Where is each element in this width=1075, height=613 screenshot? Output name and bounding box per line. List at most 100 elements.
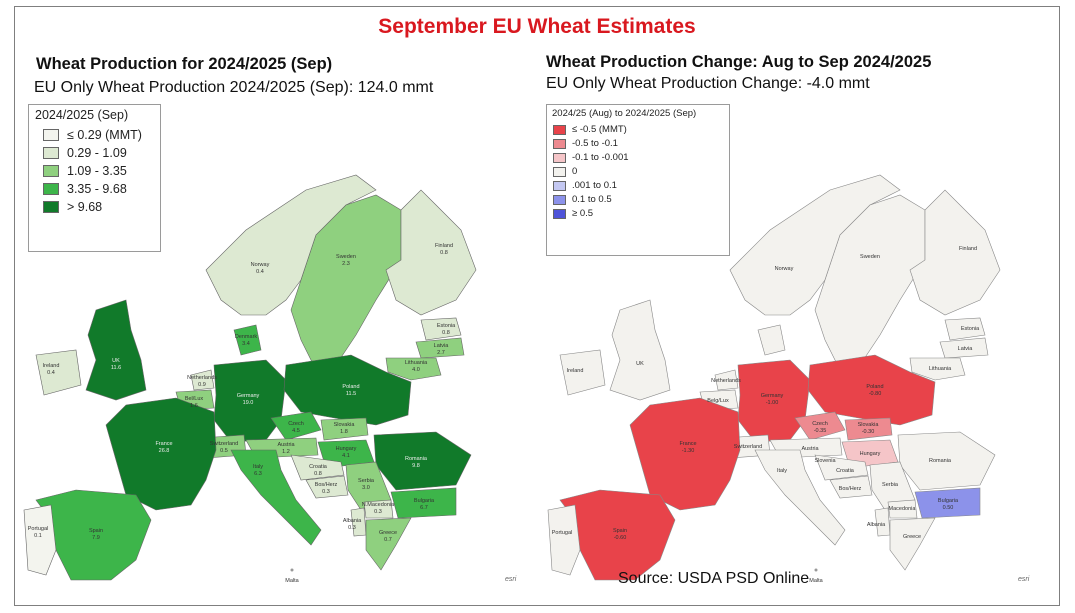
r-region-latvia [939,337,989,359]
r-region-estonia [944,317,986,341]
right-legend-item: ≥ 0.5 [553,208,729,219]
map-label: 0.9 [198,382,206,388]
map-label: Bel/Lux [185,396,204,402]
map-label: -0.60 [614,535,627,541]
map-label: Switzerland [734,444,762,450]
r-region-finland [909,189,1001,316]
right-legend-item: -0.1 to -0.001 [553,152,729,163]
right-legend-swatch [553,166,566,177]
map-label: 0.4 [47,370,55,376]
map-label: Romania [405,456,428,462]
map-label: Greece [379,530,397,536]
r-region-greece [889,517,936,571]
region-sweden [290,194,402,371]
region-bulgaria [390,487,457,519]
right-map: Norway Sweden Finland Estonia Latvia Lit… [547,174,1001,584]
region-greece [365,517,412,571]
r-region-czech [794,411,846,441]
region-lithuania [385,357,442,381]
map-label: 0.8 [442,330,450,336]
r-region-uk [609,299,671,401]
map-label: Malta [285,578,299,584]
right-legend-swatch [553,194,566,205]
map-label: Lithuania [929,366,952,372]
right-legend-swatch [553,208,566,219]
right-legend-item: 0.1 to 0.5 [553,194,729,205]
r-region-malta [814,568,818,572]
map-label: Italy [253,464,263,470]
map-label: Bulgaria [414,498,435,504]
map-label: 1.2 [282,449,290,455]
svg-text:Germany-1.00: Germany -1.00 [761,393,784,406]
main-title: September EU Wheat Estimates [378,15,696,38]
right-panel-subtitle: EU Only Wheat Production Change: -4.0 mm… [546,75,870,92]
r-region-croatia [814,454,869,481]
svg-text:Spain-0.60: Spain -0.60 [613,528,627,541]
map-label: Malta [809,578,823,584]
region-finland [385,189,477,316]
right-legend-label: ≤ -0.5 (MMT) [572,124,627,135]
left-map: Norway 0.4 Sweden 2.3 Finland 0.8 Estonia 0.… [23,174,477,584]
map-label: Sweden [860,254,880,260]
map-label: Germany [761,393,784,399]
right-legend-label: ≥ 0.5 [572,208,594,219]
map-label: Poland [866,384,883,390]
right-legend-swatch [553,152,566,163]
region-nmacedonia [363,499,394,519]
map-label: 0.4 [256,269,264,275]
region-italy [230,449,322,546]
r-region-sweden [814,194,926,371]
right-legend-item: .001 to 0.1 [553,180,729,191]
map-label: Slovakia [334,422,356,428]
map-label: Bos/Herz [315,482,338,488]
right-legend-label: 0.1 to 0.5 [572,194,612,205]
map-label: Estonia [437,323,456,329]
map-label: 11.5 [346,391,356,397]
map-label: Serbia [358,478,375,484]
source-note: Source: USDA PSD Online [618,570,810,587]
region-latvia [415,337,465,359]
map-label: Latvia [958,346,974,352]
map-label: 11.6 [111,365,121,371]
map-label: -0.30 [862,429,875,435]
map-label: Ireland [567,368,584,374]
map-label: 0.3 [322,489,330,495]
left-legend-swatch [43,201,59,213]
map-label: Serbia [882,482,899,488]
map-label: -1.30 [682,448,695,454]
map-label: 3.4 [242,341,250,347]
map-label: 7.9 [92,535,100,541]
map-label: Netherlands [711,378,741,384]
map-label: 6.7 [420,505,428,511]
map-label: 4.5 [292,428,300,434]
right-legend-swatch [553,138,566,149]
r-region-poland [807,354,936,426]
map-label: Croatia [836,468,855,474]
map-label: 9.8 [412,463,420,469]
left-legend-label: 1.09 - 3.35 [67,164,127,178]
map-label: 19.0 [243,400,254,406]
map-label: Finland [435,243,453,249]
region-bosherz [305,475,349,499]
r-region-denmark [757,324,786,356]
left-legend-label: 0.29 - 1.09 [67,146,127,160]
left-panel-subtitle: EU Only Wheat Production 2024/2025 (Sep)… [34,79,434,96]
map-label: Poland [342,384,359,390]
right-panel-title: Wheat Production Change: Aug to Sep 2024… [546,53,932,71]
map-label: Albania [343,518,362,524]
